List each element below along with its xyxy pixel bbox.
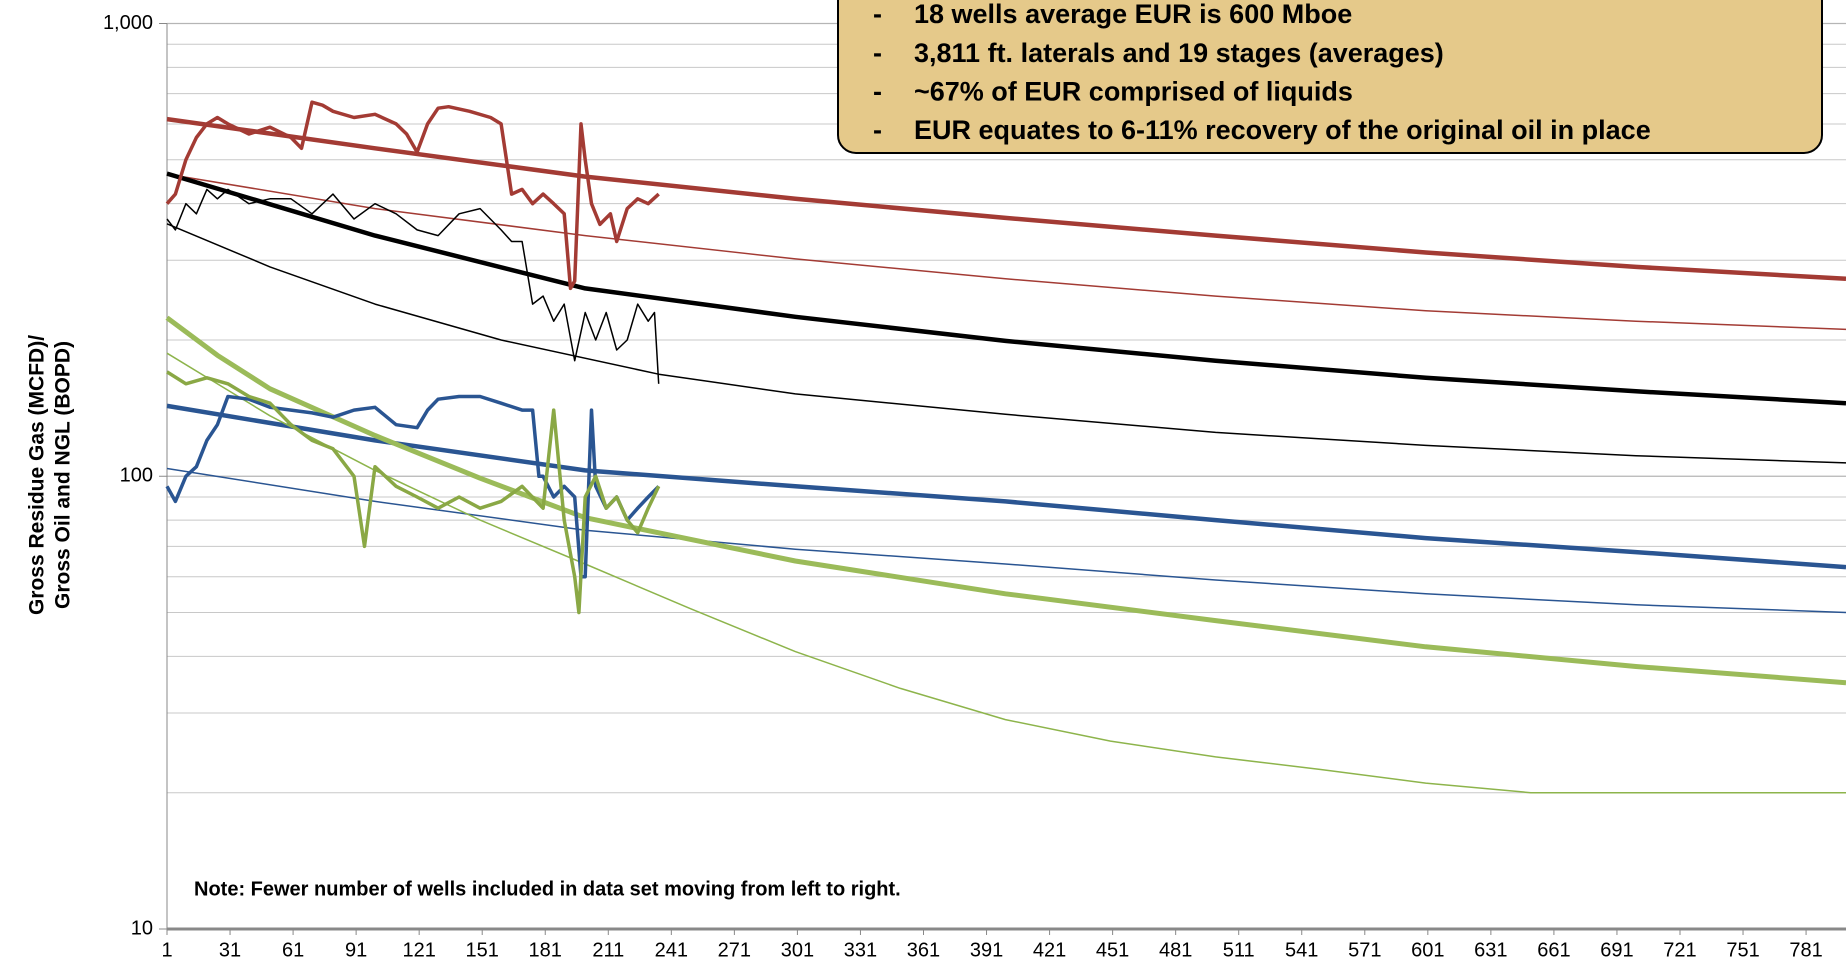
- series-line: [165, 394, 660, 579]
- box-line: 18 wells average EUR is 600 Mboe: [914, 0, 1352, 29]
- series: [165, 100, 1846, 794]
- box-line: EUR equates to 6-11% recovery of the ori…: [914, 115, 1651, 145]
- x-tick-label: 751: [1726, 939, 1759, 961]
- x-tick-label: 781: [1789, 939, 1822, 961]
- x-tick-label: 211: [592, 939, 624, 961]
- y-tick-label: 1,000: [103, 12, 153, 34]
- x-tick-label: 151: [466, 939, 499, 961]
- x-tick-label: 691: [1600, 939, 1633, 961]
- x-tick-label: 271: [718, 939, 751, 961]
- y-tick-label: 10: [131, 917, 153, 939]
- series-line: [166, 370, 661, 615]
- box-line: 3,811 ft. laterals and 19 stages (averag…: [914, 38, 1444, 68]
- series-line: [166, 352, 1846, 794]
- x-tick-label: 511: [1223, 939, 1255, 961]
- x-tick-label: 721: [1663, 939, 1696, 961]
- box-bullet: -: [873, 77, 882, 107]
- x-tick-label: 61: [282, 939, 304, 961]
- series-line: [166, 116, 1846, 282]
- x-tick-label: 1: [161, 939, 172, 961]
- x-tick-label: 361: [907, 939, 940, 961]
- box-line: ~67% of EUR comprised of liquids: [914, 77, 1353, 107]
- box-bullet: -: [873, 115, 882, 145]
- box-bullet: -: [873, 38, 882, 68]
- box-background: [837, 0, 1823, 154]
- series-line: [166, 223, 1846, 464]
- note: Note: Fewer number of wells included in …: [194, 878, 901, 900]
- x-tick-label: 451: [1096, 939, 1129, 961]
- series-line: [165, 315, 1846, 686]
- x-tick-label: 421: [1033, 939, 1066, 961]
- x-tick-label: 121: [402, 939, 435, 961]
- text-box: - 18 wells average EUR is 600 Mboe - 3,811 …: [837, 0, 1823, 154]
- series-line: [166, 467, 1846, 614]
- x-tick-label: 661: [1537, 939, 1570, 961]
- series-line: [166, 173, 1846, 331]
- x-tick-label: 601: [1411, 939, 1444, 961]
- x-tick-label: 181: [529, 939, 562, 961]
- x-tick-label: 571: [1348, 939, 1381, 961]
- x-tick-label: 391: [970, 939, 1003, 961]
- x-tick-label: 631: [1474, 939, 1507, 961]
- x-tick-label: 241: [655, 939, 688, 961]
- y-axis-label: Gross Residue Gas (MCFD)/: [26, 335, 49, 615]
- y-axis-label: Gross Oil and NGL (BOPD): [52, 341, 75, 609]
- x-tick-label: 31: [219, 939, 241, 961]
- x-tick-label: 331: [844, 939, 877, 961]
- series-line: [166, 403, 1846, 570]
- x-tick-label: 481: [1159, 939, 1192, 961]
- series-line: [166, 188, 660, 384]
- series-line: [166, 171, 1846, 406]
- x-tick-label: 301: [781, 939, 814, 961]
- x-tick-label: 541: [1285, 939, 1318, 961]
- x-tick-label: 91: [345, 939, 367, 961]
- grid: 10 100 1,000 1 31 61 91 121 151 181 211 241 271 301 33…: [103, 12, 1846, 961]
- box-bullet: -: [873, 0, 882, 29]
- y-tick-label: 100: [120, 465, 153, 487]
- series-line: [165, 100, 660, 291]
